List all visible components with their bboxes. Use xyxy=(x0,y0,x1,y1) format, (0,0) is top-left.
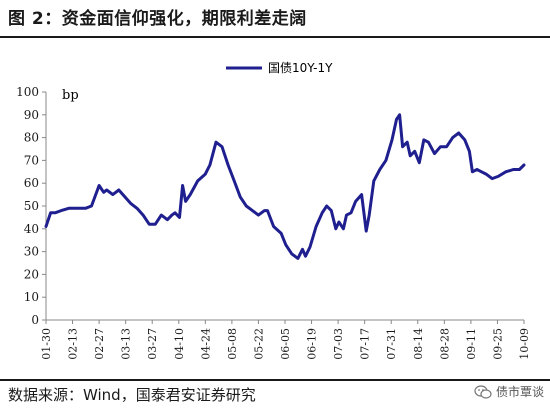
legend-label: 国债10Y-1Y xyxy=(268,61,333,75)
y-ticks: 0 10 20 30 40 50 60 70 80 90 100 xyxy=(16,85,46,327)
source-divider xyxy=(0,379,550,381)
x-tick-label: 06-19 xyxy=(306,328,319,360)
y-tick-label: 0 xyxy=(31,313,39,327)
series-line-treasury-10y-1y xyxy=(44,113,526,260)
y-tick-label: 60 xyxy=(24,176,39,190)
x-tick-label: 10-09 xyxy=(518,328,531,360)
y-tick-label: 20 xyxy=(24,267,39,281)
x-tick-label: 07-31 xyxy=(385,328,398,360)
y-tick-label: 90 xyxy=(24,108,39,122)
x-tick-label: 08-28 xyxy=(438,328,451,360)
title-divider xyxy=(0,36,550,38)
x-tick-label: 09-11 xyxy=(465,328,478,360)
x-tick-label: 06-05 xyxy=(279,328,292,360)
watermark: 债市覃谈 xyxy=(474,383,544,400)
x-tick-label: 01-30 xyxy=(40,328,53,360)
x-tick-label: 07-17 xyxy=(359,328,372,360)
x-tick-label: 09-25 xyxy=(491,328,504,360)
x-tick-label: 05-22 xyxy=(252,328,265,360)
y-tick-label: 70 xyxy=(24,153,39,167)
x-tick-label: 07-03 xyxy=(332,328,345,360)
y-tick-label: 50 xyxy=(24,199,39,213)
x-tick-label: 02-13 xyxy=(67,328,80,360)
x-ticks: 01-30 02-13 02-27 03-13 03-27 04-10 04-24 05-08… xyxy=(40,320,531,360)
y-tick-label: 100 xyxy=(16,85,39,99)
x-tick-label: 08-14 xyxy=(412,328,425,360)
chart: 0 10 20 30 40 50 60 70 80 90 100 01-30 02-13 02-27 03… xyxy=(16,61,531,360)
axes xyxy=(45,92,524,321)
y-axis-unit: bp xyxy=(62,88,79,103)
y-tick-label: 80 xyxy=(24,131,39,145)
x-tick-label: 02-27 xyxy=(93,328,106,360)
x-tick-label: 04-24 xyxy=(199,328,212,360)
y-tick-label: 10 xyxy=(24,290,39,304)
y-tick-label: 30 xyxy=(24,245,39,259)
x-tick-label: 04-10 xyxy=(173,328,186,360)
source-note: 数据来源：Wind，国泰君安证券研究 xyxy=(8,386,256,404)
x-tick-label: 03-13 xyxy=(120,328,133,360)
figure-title: 图 2：资金面信仰强化，期限利差走阔 xyxy=(8,9,307,29)
legend: 国债10Y-1Y xyxy=(226,61,333,75)
watermark-text: 债市覃谈 xyxy=(495,385,544,399)
wechat-icon xyxy=(474,384,492,399)
y-tick-label: 40 xyxy=(24,222,39,236)
x-tick-label: 03-27 xyxy=(146,328,159,360)
x-tick-label: 05-08 xyxy=(226,328,239,360)
